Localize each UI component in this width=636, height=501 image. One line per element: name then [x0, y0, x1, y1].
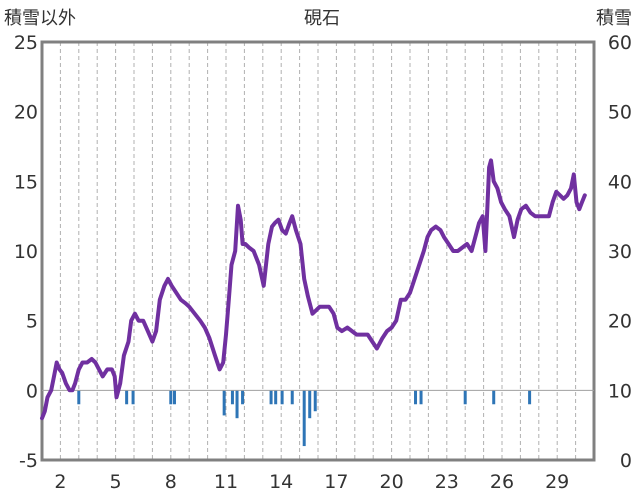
chart-title: 硯石 — [304, 8, 340, 29]
y-tick-label-left: 5 — [26, 311, 38, 333]
bar — [302, 390, 306, 447]
bar — [313, 390, 317, 412]
series-line-snow-depth — [40, 158, 587, 421]
y-tick-label-right: 0 — [620, 450, 632, 472]
bar — [235, 390, 239, 419]
y-tick-label-right: 10 — [608, 380, 632, 402]
y-tick-label-right: 60 — [608, 32, 632, 54]
x-tick-label: 8 — [165, 471, 177, 493]
bar — [172, 390, 176, 405]
bar — [290, 390, 294, 405]
plot-frame — [40, 40, 596, 462]
bar — [125, 390, 129, 405]
bar — [230, 390, 234, 405]
bar — [169, 390, 173, 405]
bar — [414, 390, 418, 405]
x-tick-label: 20 — [380, 471, 404, 493]
gridlines — [59, 42, 577, 460]
x-tick-label: 11 — [214, 471, 238, 493]
right-axis-label: 積雪 — [596, 8, 632, 29]
x-tick-label: 23 — [435, 471, 459, 493]
y-tick-label-right: 20 — [608, 311, 632, 333]
x-tick-label: 26 — [490, 471, 514, 493]
x-tick-label: 29 — [545, 471, 569, 493]
x-tick-label: 2 — [54, 471, 66, 493]
bar — [492, 390, 496, 405]
bar — [274, 390, 278, 405]
y-tick-label-right: 50 — [608, 102, 632, 124]
y-tick-label-right: 40 — [608, 171, 632, 193]
y-tick-label-left: 10 — [14, 241, 38, 263]
bar — [280, 390, 284, 405]
x-tick-label: 5 — [110, 471, 122, 493]
x-tick-label: 17 — [324, 471, 348, 493]
bar — [269, 390, 273, 405]
bar — [419, 390, 423, 405]
bar — [528, 390, 532, 405]
y-tick-label-left: 25 — [14, 32, 38, 54]
y-tick-label-left: 15 — [14, 171, 38, 193]
bar — [222, 390, 226, 416]
bar — [308, 390, 312, 419]
y-tick-label-right: 30 — [608, 241, 632, 263]
bar — [77, 390, 81, 405]
y-tick-label-left: -5 — [19, 450, 38, 472]
bar — [463, 390, 467, 405]
precipitation-bars — [77, 390, 532, 447]
bar — [241, 390, 245, 405]
y-tick-label-left: 0 — [26, 380, 38, 402]
bar — [131, 390, 135, 405]
y-tick-label-left: 20 — [14, 102, 38, 124]
left-axis-label: 積雪以外 — [4, 8, 76, 29]
x-tick-label: 14 — [269, 471, 293, 493]
